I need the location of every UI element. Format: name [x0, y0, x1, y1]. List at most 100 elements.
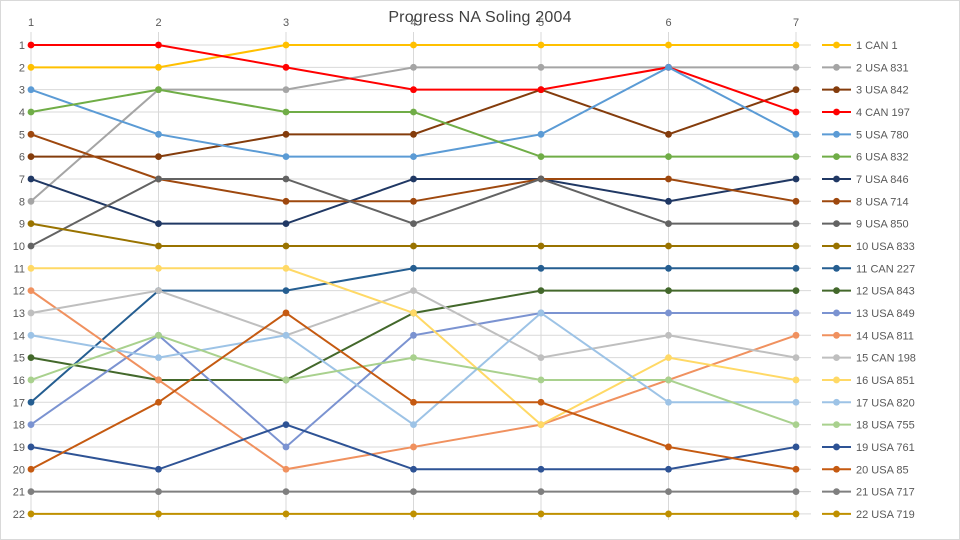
data-point-marker [792, 287, 800, 295]
data-point-marker [537, 354, 545, 362]
legend-item-label: 3 USA 842 [856, 85, 909, 97]
data-point-marker [155, 153, 162, 161]
data-point-marker [155, 287, 162, 295]
data-point-marker [27, 41, 35, 49]
data-point-marker [537, 398, 545, 406]
y-axis-tick-label: 19 [13, 442, 25, 454]
data-point-marker [537, 264, 545, 272]
y-axis-tick-label: 6 [19, 152, 25, 164]
data-point-marker [792, 108, 800, 116]
x-axis-tick-label: 6 [665, 17, 671, 29]
data-point-marker [282, 86, 290, 94]
data-point-marker [282, 309, 290, 317]
data-point-marker [155, 242, 162, 250]
y-axis-tick-label: 1 [19, 40, 25, 52]
data-point-marker [665, 398, 672, 406]
data-point-marker [665, 63, 672, 71]
data-point-marker [665, 242, 672, 250]
data-point-marker [410, 220, 417, 228]
legend-swatch-marker [833, 197, 840, 205]
legend-swatch-marker [833, 108, 840, 116]
data-point-marker [410, 264, 417, 272]
legend-item-label: 1 CAN 1 [856, 40, 898, 52]
data-point-marker [410, 197, 417, 205]
y-axis-tick-label: 12 [13, 286, 25, 298]
legend-swatch-marker [833, 443, 840, 451]
data-point-marker [27, 197, 35, 205]
data-point-marker [282, 465, 290, 473]
data-point-marker [792, 465, 800, 473]
legend-swatch-marker [833, 63, 840, 71]
data-point-marker [282, 287, 290, 295]
data-point-marker [282, 108, 290, 116]
data-point-marker [27, 108, 35, 116]
legend-swatch-marker [833, 153, 840, 161]
legend-item-label: 17 USA 820 [856, 397, 915, 409]
data-point-marker [282, 130, 290, 138]
legend-item-label: 15 CAN 198 [856, 353, 916, 365]
data-point-marker [27, 130, 35, 138]
y-axis-tick-label: 10 [13, 241, 25, 253]
data-point-marker [410, 41, 417, 49]
data-point-marker [282, 63, 290, 71]
data-point-marker [792, 309, 800, 317]
data-point-marker [410, 488, 417, 495]
data-point-marker [155, 264, 162, 272]
data-point-marker [410, 331, 417, 339]
data-point-marker [410, 242, 417, 250]
data-point-marker [282, 153, 290, 161]
data-point-marker [27, 309, 35, 317]
legend-item-label: 9 USA 850 [856, 219, 909, 231]
y-axis-tick-label: 13 [13, 308, 25, 320]
data-point-marker [537, 242, 545, 250]
data-point-marker [665, 510, 672, 518]
legend-swatch-marker [833, 287, 840, 295]
data-point-marker [665, 309, 672, 317]
legend-item-label: 11 CAN 227 [856, 263, 915, 275]
data-point-marker [792, 220, 800, 228]
data-point-marker [282, 488, 290, 495]
legend-item-label: 20 USA 85 [856, 464, 909, 476]
data-point-marker [27, 264, 35, 272]
data-point-marker [537, 63, 545, 71]
legend-item-label: 16 USA 851 [856, 375, 915, 387]
legend-item-label: 8 USA 714 [856, 196, 909, 208]
data-point-marker [665, 197, 672, 205]
data-point-marker [792, 264, 800, 272]
legend-swatch-marker [833, 465, 840, 473]
data-point-marker [537, 175, 545, 183]
data-point-marker [155, 354, 162, 362]
data-point-marker [792, 443, 800, 451]
data-point-marker [665, 354, 672, 362]
data-point-marker [792, 331, 800, 339]
legend-swatch-marker [833, 309, 840, 317]
y-axis-tick-label: 22 [13, 509, 25, 521]
data-point-marker [792, 398, 800, 406]
data-point-marker [27, 63, 35, 71]
data-point-marker [792, 421, 800, 429]
data-point-marker [282, 242, 290, 250]
data-point-marker [155, 175, 162, 183]
data-point-marker [282, 197, 290, 205]
x-axis-tick-label: 2 [155, 17, 161, 29]
legend-swatch-marker [833, 242, 840, 250]
data-point-marker [155, 398, 162, 406]
data-point-marker [27, 354, 35, 362]
data-point-marker [155, 63, 162, 71]
legend-item-label: 19 USA 761 [856, 442, 915, 454]
data-point-marker [27, 488, 35, 495]
legend-item-label: 6 USA 832 [856, 152, 909, 164]
data-point-marker [792, 130, 800, 138]
legend-item-label: 2 USA 831 [856, 62, 909, 74]
data-point-marker [282, 41, 290, 49]
data-point-marker [155, 130, 162, 138]
y-axis-tick-label: 21 [13, 487, 25, 499]
legend-item-label: 7 USA 846 [856, 174, 909, 186]
data-point-marker [537, 376, 545, 384]
legend-swatch-marker [833, 488, 840, 495]
data-point-marker [792, 242, 800, 250]
legend-item-label: 12 USA 843 [856, 286, 915, 298]
legend-item-label: 13 USA 849 [856, 308, 915, 320]
data-point-marker [410, 443, 417, 451]
